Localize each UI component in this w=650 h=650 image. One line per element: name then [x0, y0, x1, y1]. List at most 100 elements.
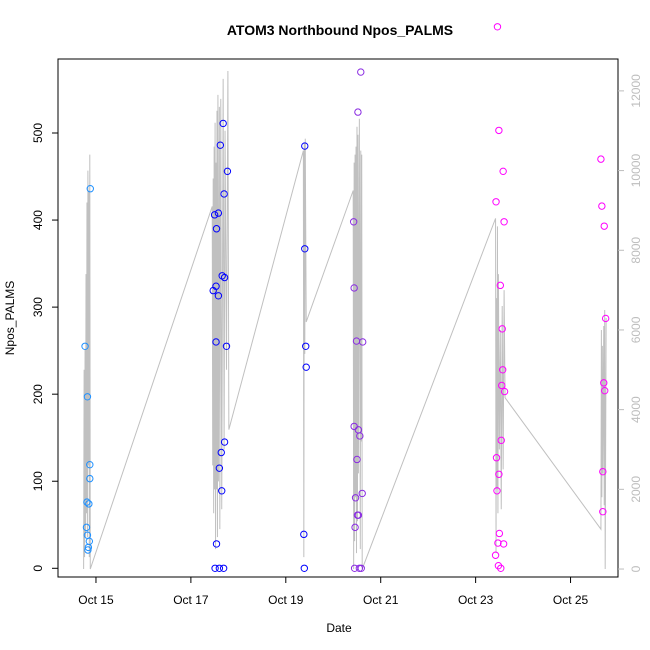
data-point: [219, 119, 227, 128]
data-point: [499, 167, 507, 176]
data-point: [599, 508, 607, 516]
x-tick-label: Oct 15: [78, 593, 114, 607]
data-point: [600, 222, 608, 230]
x-axis-label: Date: [326, 621, 352, 635]
y2-tick-label: 4000: [629, 396, 643, 423]
data-point: [495, 529, 504, 538]
data-point: [491, 551, 500, 559]
data-point: [497, 564, 505, 572]
data-point: [354, 108, 362, 116]
data-point: [601, 314, 610, 323]
data-point: [222, 342, 231, 350]
data-point: [351, 494, 360, 502]
data-point: [211, 564, 219, 572]
y-axis-label-wrap: Npos_PALMS: [3, 281, 17, 355]
data-point: [215, 464, 224, 472]
x-tick-label: Oct 23: [458, 593, 494, 607]
data-point: [349, 218, 358, 226]
y-tick-label: 400: [31, 210, 45, 230]
data-point: [212, 540, 221, 548]
data-point: [357, 564, 365, 572]
data-point: [492, 454, 501, 462]
data-point: [493, 487, 501, 495]
data-point: [358, 489, 366, 498]
data-point: [355, 564, 364, 572]
y2-tick-label: 2000: [629, 476, 643, 503]
x-axis: Oct 15 Oct 17 Oct 19 Oct 21 Oct 23 Oct 25: [78, 577, 589, 607]
data-point: [300, 564, 309, 572]
data-point: [86, 185, 94, 193]
data-point: [86, 460, 94, 469]
data-point: [212, 282, 220, 290]
data-point: [601, 386, 609, 395]
data-point: [494, 539, 502, 547]
data-point: [220, 273, 229, 282]
data-point: [210, 211, 219, 219]
data-point: [497, 436, 505, 445]
data-point: [212, 225, 221, 233]
y-tick-label: 0: [31, 565, 45, 572]
chart-title: ATOM3 Northbound Npos_PALMS: [227, 22, 453, 38]
data-point: [493, 23, 502, 31]
x-tick-label: Oct 19: [268, 593, 304, 607]
data-point: [356, 432, 364, 440]
data-point: [351, 523, 359, 532]
data-point: [302, 342, 310, 350]
data-point: [597, 155, 605, 163]
data-point: [495, 126, 503, 135]
y2-tick-label: 0: [629, 565, 643, 572]
data-point: [301, 142, 309, 150]
data-line-series: [83, 70, 607, 570]
data-point: [354, 511, 363, 519]
line-layer: [83, 70, 607, 570]
data-point: [500, 218, 508, 226]
data-point: [212, 338, 220, 346]
data-point: [494, 561, 503, 570]
data-point: [498, 381, 506, 390]
data-point: [85, 500, 93, 508]
y-tick-label: 200: [31, 384, 45, 404]
data-point: [81, 342, 89, 350]
y2-axis: 0 2000 4000 6000 8000 10000 12000: [618, 74, 643, 572]
data-point: [300, 530, 308, 539]
data-point: [83, 393, 92, 401]
data-point: [350, 284, 358, 292]
data-point: [600, 379, 608, 387]
data-point: [301, 245, 309, 253]
data-point: [495, 470, 503, 478]
x-tick-label: Oct 17: [173, 593, 209, 607]
data-point: [220, 190, 228, 198]
data-point: [86, 474, 94, 483]
y-tick-label: 300: [31, 297, 45, 317]
data-point: [498, 366, 507, 374]
plot-frame: [57, 58, 619, 578]
data-point: [498, 325, 506, 333]
data-point: [218, 487, 226, 495]
data-point: [353, 455, 361, 464]
y2-tick-label: 10000: [629, 154, 643, 188]
data-point: [492, 198, 500, 206]
data-point: [214, 209, 223, 217]
data-point: [215, 564, 224, 572]
data-point: [500, 387, 509, 396]
data-point: [223, 167, 232, 176]
data-point: [214, 292, 223, 300]
data-point: [83, 498, 91, 506]
data-point: [499, 540, 508, 548]
y-axis-label: Npos_PALMS: [3, 281, 17, 355]
y-tick-label: 100: [31, 471, 45, 491]
y2-tick-label: 8000: [629, 237, 643, 264]
y2-tick-label: 12000: [629, 74, 643, 108]
data-point: [216, 141, 225, 149]
data-point: [302, 363, 310, 371]
data-point: [598, 202, 606, 210]
data-point: [358, 338, 367, 346]
data-point: [357, 68, 365, 76]
y-tick-label: 500: [31, 123, 45, 143]
point-layer: [81, 23, 610, 572]
data-point: [496, 281, 505, 290]
y2-tick-label: 6000: [629, 316, 643, 343]
data-point: [220, 438, 229, 446]
